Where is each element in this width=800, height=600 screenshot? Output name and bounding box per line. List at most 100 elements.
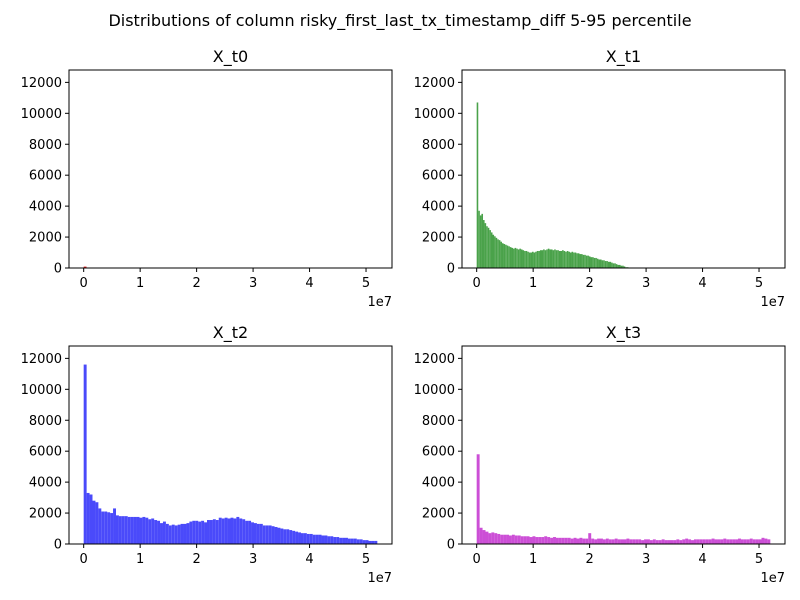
- y-tick-label: 10000: [414, 383, 455, 398]
- histogram-bar: [277, 527, 281, 544]
- histogram-bar: [333, 537, 337, 544]
- subplot-3: 0 2000 4000 6000 8000 10000 12000 0 1 2 3 4 5 1e7 X_t3: [414, 323, 786, 586]
- histogram-bar: [486, 226, 488, 268]
- axes-frame: [461, 69, 786, 269]
- histogram-bar: [585, 255, 588, 269]
- histogram-bar: [221, 518, 225, 544]
- histogram-bar: [292, 530, 296, 544]
- histogram-bar: [513, 248, 515, 268]
- histogram-bar: [497, 533, 501, 544]
- histogram-bar: [591, 538, 595, 544]
- histogram-bar: [618, 264, 621, 268]
- histogram-bar: [555, 250, 558, 268]
- histogram-bar: [130, 516, 134, 544]
- histogram-bar: [218, 517, 222, 544]
- histogram-bar: [767, 539, 771, 544]
- histogram-bar: [590, 257, 593, 268]
- histogram-bar: [661, 539, 665, 544]
- y-tick-label: 0: [54, 262, 62, 277]
- histogram-bar: [233, 518, 237, 544]
- subplot-0: 0 2000 4000 6000 8000 10000 12000 0 1 2 3 4 5 1e7 X_t0: [21, 47, 393, 310]
- y-tick-label: 8000: [422, 138, 455, 153]
- histogram-bar: [535, 251, 537, 268]
- y-tick-label: 4000: [29, 476, 62, 491]
- histogram-bar: [549, 249, 551, 268]
- x-tick-label: 2: [585, 276, 593, 291]
- y-tick-label: 10000: [21, 107, 62, 122]
- y-tick-label: 6000: [29, 445, 62, 460]
- histogram-bar: [609, 261, 612, 268]
- histogram-bar: [614, 538, 618, 544]
- histogram-bar: [239, 518, 243, 544]
- x-tick-label: 2: [585, 552, 593, 567]
- histogram-bar: [505, 244, 507, 268]
- histogram-bar: [604, 261, 607, 268]
- histogram-bar: [587, 255, 589, 269]
- histogram-bar: [478, 210, 480, 268]
- histogram-bar: [755, 539, 759, 544]
- y-tick-label: 2000: [422, 507, 455, 522]
- histogram-bar: [274, 526, 278, 544]
- histogram-bar: [107, 512, 111, 544]
- histogram-bar: [620, 539, 624, 544]
- histogram-bar: [209, 520, 213, 544]
- histogram-bar: [476, 102, 479, 268]
- histogram-bars: [83, 266, 87, 268]
- histogram-bar: [743, 539, 747, 544]
- histogram-bar: [673, 540, 677, 544]
- histogram-bar: [517, 249, 520, 268]
- histogram-bar: [732, 539, 736, 544]
- histogram-bar: [133, 516, 137, 544]
- histogram-bar: [632, 539, 636, 544]
- histogram-bar: [498, 240, 501, 268]
- histogram-bar: [539, 250, 542, 268]
- histogram-bar: [514, 535, 518, 544]
- x-tick-label: 0: [80, 276, 88, 291]
- histogram-bar: [336, 537, 340, 544]
- histogram-bar: [195, 520, 199, 544]
- histogram-bar: [318, 534, 322, 544]
- x-tick-label: 1: [136, 552, 144, 567]
- histogram-bar: [183, 523, 187, 544]
- histogram-bar: [528, 252, 531, 268]
- histogram-bar: [588, 256, 591, 268]
- x-tick-label: 4: [305, 552, 313, 567]
- x-offset-label: 1e7: [760, 571, 785, 586]
- histogram-bar: [588, 533, 592, 544]
- histogram-bar: [353, 538, 357, 544]
- histogram-bar: [160, 523, 163, 544]
- subplot-title: X_t3: [606, 323, 641, 343]
- subplot-title: X_t0: [213, 47, 248, 67]
- y-tick-label: 6000: [29, 169, 62, 184]
- histogram-bar: [592, 257, 594, 268]
- histogram-bar: [740, 539, 744, 544]
- histogram-bar: [738, 538, 741, 544]
- histogram-bar: [679, 540, 683, 544]
- histogram-bar: [717, 539, 721, 544]
- histogram-bar: [365, 540, 369, 544]
- histogram-bar: [488, 533, 492, 544]
- y-tick-label: 8000: [422, 414, 455, 429]
- histogram-bar: [749, 538, 753, 544]
- histogram-bar: [136, 516, 140, 544]
- histogram-bar: [481, 213, 484, 268]
- x-offset-label: 1e7: [367, 295, 392, 310]
- histogram-bar: [574, 252, 577, 268]
- histogram-bar: [541, 250, 544, 268]
- histogram-bar: [607, 261, 610, 268]
- histogram-bar: [374, 540, 378, 544]
- subplot-2: 0 2000 4000 6000 8000 10000 12000 0 1 2 3 4 5 1e7 X_t2: [21, 323, 393, 586]
- histogram-bar: [720, 539, 724, 544]
- histogram-bar: [495, 237, 498, 268]
- histogram-bar: [626, 538, 630, 544]
- x-tick-label: 5: [362, 276, 370, 291]
- histogram-bar: [617, 264, 619, 268]
- histogram-bar: [702, 539, 706, 544]
- histogram-bar: [110, 513, 114, 544]
- histogram-bar: [564, 537, 568, 544]
- x-tick-label: 3: [249, 552, 257, 567]
- histogram-bar: [145, 517, 149, 544]
- histogram-bar: [547, 537, 551, 544]
- histogram-bar: [612, 263, 615, 268]
- y-tick-label: 4000: [422, 200, 455, 215]
